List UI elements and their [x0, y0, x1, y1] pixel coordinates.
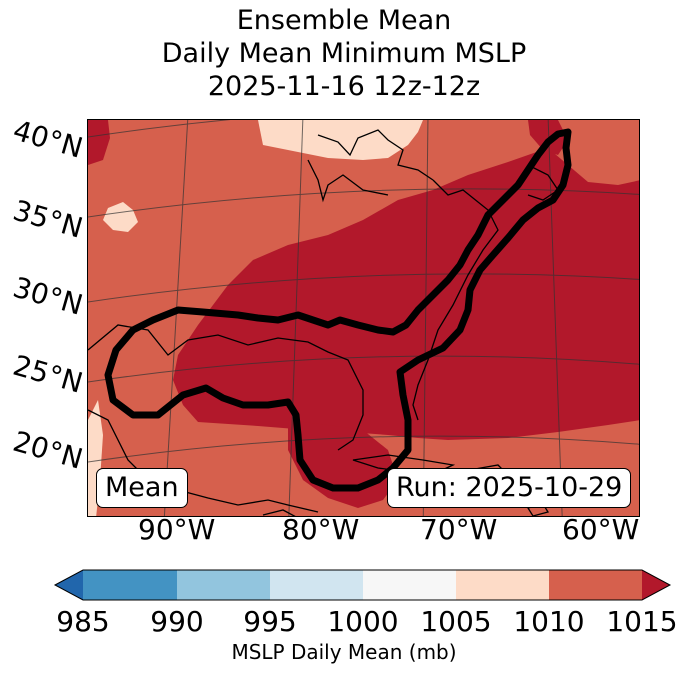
run-date-badge: Run: 2025-10-29: [387, 468, 632, 508]
colorbar-bin-985-990: [83, 570, 177, 600]
field-1015-northeast: [528, 120, 568, 155]
colorbar-tick-1010: 1010: [513, 605, 585, 638]
map-panel: [87, 119, 640, 517]
pressure-map: [88, 120, 639, 516]
lon-label-90w: 90°W: [138, 513, 216, 546]
lon-label-60w: 60°W: [562, 513, 640, 546]
field-1005-1010-west: [103, 202, 138, 232]
colorbar-bin-990-995: [177, 570, 270, 600]
lat-label-30n: 30°N: [9, 270, 87, 322]
title-line-2: Daily Mean Minimum MSLP: [161, 38, 527, 69]
colorbar-bin-1010-1015: [549, 570, 642, 600]
lat-label-25n: 25°N: [9, 348, 87, 400]
colorbar-bin-1005-1010: [456, 570, 549, 600]
colorbar-tick-985: 985: [56, 605, 110, 638]
lat-label-40n: 40°N: [9, 113, 87, 165]
lat-label-20n: 20°N: [9, 424, 87, 476]
colorbar-bin-995-1000: [270, 570, 363, 600]
colorbar-tick-1000: 1000: [327, 605, 399, 638]
colorbar-tick-1015: 1015: [606, 605, 678, 638]
field-1005-1010-north: [258, 120, 423, 160]
title-line-3: 2025-11-16 12z-12z: [207, 71, 481, 102]
colorbar-tick-995: 995: [243, 605, 297, 638]
graticule: [88, 120, 639, 516]
colorbar-tick-1005: 1005: [420, 605, 492, 638]
pressure-contour: [104, 128, 572, 492]
mean-badge: Mean: [96, 468, 188, 508]
lon-label-70w: 70°W: [420, 513, 498, 546]
lat-label-35n: 35°N: [9, 193, 87, 245]
colorbar-tick-990: 990: [150, 605, 204, 638]
field-1015-northwest: [88, 120, 110, 165]
colorbar-extend-high: [642, 570, 670, 600]
colorbar-outline: [53, 569, 672, 601]
colorbar-label: MSLP Daily Mean (mb): [231, 640, 457, 664]
colorbar-extend-low: [55, 570, 83, 600]
lon-label-80w: 80°W: [282, 513, 360, 546]
colorbar-bin-1000-1005: [363, 570, 456, 600]
title-line-1: Ensemble Mean: [236, 5, 452, 36]
